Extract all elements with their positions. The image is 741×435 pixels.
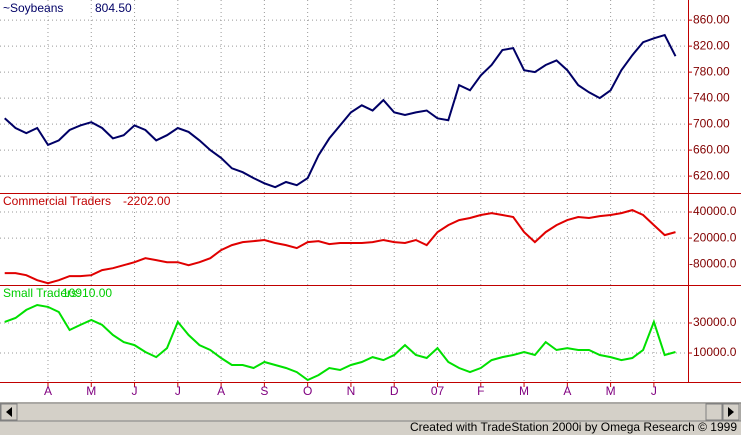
x-tick-label: 07 bbox=[431, 384, 445, 398]
pane-value: -2202.00 bbox=[123, 194, 171, 208]
y-tick-label: 700.00 bbox=[693, 116, 730, 130]
y-axis-label: -80000.0 bbox=[689, 256, 737, 270]
y-tick-label: 740.00 bbox=[693, 90, 730, 104]
x-tick-label: N bbox=[347, 384, 356, 398]
left-arrow bbox=[6, 407, 12, 417]
x-tick-label: A bbox=[563, 384, 571, 398]
x-tick-label: J bbox=[132, 384, 138, 398]
pane-title: ~Soybeans bbox=[3, 1, 63, 15]
x-tick-label: M bbox=[519, 384, 529, 398]
x-tick-label: A bbox=[44, 384, 52, 398]
y-tick-label: 30000.0 bbox=[693, 315, 737, 329]
pane-title: Commercial Traders bbox=[3, 194, 111, 208]
pane-value: 10910.00 bbox=[62, 286, 112, 300]
scroll-thumb[interactable] bbox=[705, 403, 723, 421]
pane-title: Small Traders: bbox=[3, 286, 80, 300]
x-tick-label: M bbox=[86, 384, 96, 398]
footer: Created with TradeStation 2000i by Omega… bbox=[410, 420, 737, 434]
y-tick-label: 620.00 bbox=[693, 168, 730, 182]
y-tick-label: 780.00 bbox=[693, 64, 730, 78]
y-tick-label: 10000.0 bbox=[693, 345, 737, 359]
right-arrow bbox=[728, 407, 734, 417]
plot-background bbox=[0, 0, 741, 402]
y-tick-label: 860.00 bbox=[693, 12, 730, 26]
scrollbar[interactable] bbox=[0, 402, 741, 422]
x-tick-label: J bbox=[651, 384, 657, 398]
x-tick-label: S bbox=[260, 384, 268, 398]
pane-value: 804.50 bbox=[95, 1, 132, 15]
y-tick-label: 660.00 bbox=[693, 142, 730, 156]
x-tick-label: J bbox=[175, 384, 181, 398]
series-line bbox=[4, 33, 677, 189]
y-tick-label: 20000.0 bbox=[693, 230, 737, 244]
x-tick-label: F bbox=[477, 384, 484, 398]
x-tick-label: M bbox=[606, 384, 616, 398]
x-tick-label: A bbox=[217, 384, 225, 398]
y-tick-label: 40000.0 bbox=[693, 204, 737, 218]
series-line bbox=[4, 303, 676, 382]
y-tick-label: 820.00 bbox=[693, 38, 730, 52]
x-tick-label: D bbox=[390, 384, 399, 398]
series-line bbox=[4, 209, 676, 285]
x-tick-label: O bbox=[303, 384, 312, 398]
